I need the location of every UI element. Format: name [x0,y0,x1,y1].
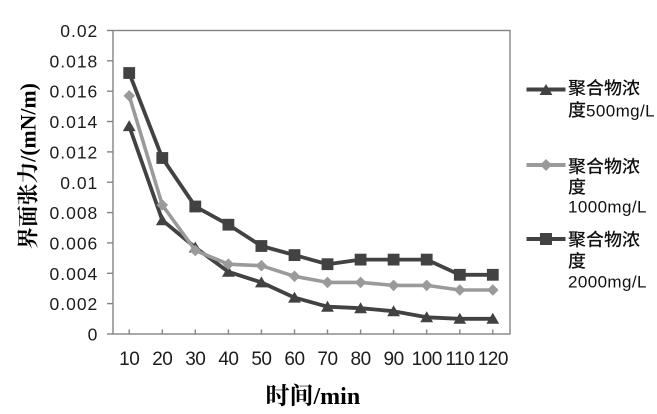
svg-text:/(mN/m): /(mN/m) [17,83,41,163]
svg-text:20: 20 [152,349,172,370]
svg-text:0.018: 0.018 [50,51,99,71]
svg-text:60: 60 [284,349,304,370]
svg-text:10: 10 [119,349,139,370]
svg-text:120: 120 [478,349,508,370]
svg-text:50: 50 [251,349,271,370]
svg-text:80: 80 [351,349,371,370]
svg-text:/min: /min [313,384,361,410]
svg-text:0.016: 0.016 [50,82,99,102]
svg-text:90: 90 [384,349,404,370]
svg-text:40: 40 [218,349,238,370]
svg-text:0.002: 0.002 [50,294,99,314]
svg-text:0.004: 0.004 [50,264,99,284]
svg-text:30: 30 [185,349,205,370]
svg-text:0.008: 0.008 [50,203,99,223]
svg-text:2000mg/L: 2000mg/L [568,272,647,291]
svg-text:1000mg/L: 1000mg/L [568,197,647,216]
svg-text:70: 70 [317,349,337,370]
svg-text:0.02: 0.02 [60,21,98,41]
svg-text:0.01: 0.01 [60,173,98,193]
svg-text:100: 100 [412,349,442,370]
svg-text:0.014: 0.014 [50,112,99,132]
svg-text:500mg/L: 500mg/L [586,101,655,120]
svg-text:0.006: 0.006 [50,233,99,253]
svg-text:0: 0 [88,325,99,345]
svg-text:110: 110 [445,349,474,370]
svg-text:0.012: 0.012 [50,142,99,162]
